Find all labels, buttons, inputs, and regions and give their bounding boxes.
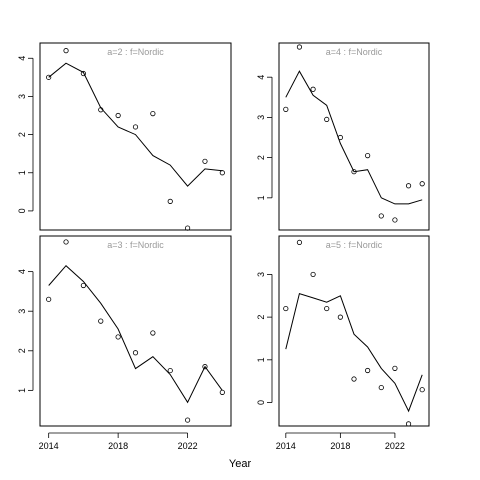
observed-point: [365, 367, 371, 374]
y-tick-label: 3: [17, 94, 27, 99]
y-tick-label: 2: [17, 132, 27, 137]
y-tick-label: 1: [17, 388, 27, 393]
y-tick-label: 2: [256, 315, 266, 320]
observed-point: [184, 225, 191, 231]
observed-point: [150, 111, 156, 117]
observed-point: [115, 112, 121, 119]
x-tick-label: 2022: [178, 441, 198, 451]
fitted-line: [48, 264, 223, 404]
y-tick-label: 0: [256, 400, 266, 405]
panel-frame: [39, 235, 232, 427]
observed-point: [405, 183, 412, 189]
observed-point: [296, 44, 303, 50]
observed-point: [80, 282, 87, 289]
panel-frame: [278, 42, 430, 231]
y-tick-label: 3: [17, 309, 27, 314]
observed-point: [337, 314, 343, 320]
panel-title: a=2 : f=Nordic: [107, 47, 164, 57]
observed-point: [337, 134, 343, 141]
y-tick-label: 4: [17, 269, 27, 274]
observed-point: [167, 198, 173, 204]
x-tick-label: 2014: [276, 441, 296, 451]
panel-1: a=2 : f=Nordic 0 1 2 3 4: [17, 42, 232, 231]
y-tick-label: 2: [256, 155, 266, 160]
panel-frame: [39, 42, 232, 231]
observed-point: [283, 106, 289, 112]
observed-point: [46, 74, 52, 80]
observed-point: [63, 48, 69, 54]
observed-point: [219, 389, 225, 395]
observed-point: [378, 213, 384, 219]
observed-point: [419, 387, 425, 393]
observed-point: [365, 153, 371, 159]
observed-point: [378, 384, 384, 391]
x-axis-label: Year: [229, 458, 252, 470]
x-tick-label: 2022: [385, 441, 405, 451]
observed-point: [184, 417, 191, 423]
panel-4: a=5 : f=Nordic 0 1 2 3 2014 2018 2022: [256, 235, 430, 451]
observed-point: [392, 365, 398, 371]
observed-point: [310, 86, 316, 92]
observed-point: [132, 124, 139, 130]
observed-point: [283, 305, 289, 312]
panel-title: a=3 : f=Nordic: [107, 240, 164, 250]
observed-point: [324, 305, 330, 312]
observed-point: [219, 170, 225, 176]
observed-point: [419, 181, 425, 187]
observed-point: [46, 296, 52, 302]
panel-3: a=3 : f=Nordic 1 2 3 4 2014 2018 2022: [17, 235, 232, 451]
observed-point: [98, 107, 104, 113]
observed-point: [132, 350, 139, 356]
observed-point: [98, 318, 104, 324]
observed-point: [351, 169, 357, 175]
observed-point: [310, 271, 316, 278]
observed-point: [202, 364, 208, 370]
panel-title: a=4 : f=Nordic: [326, 47, 383, 57]
y-tick-label: 1: [17, 170, 27, 175]
y-tick-label: 0: [17, 208, 27, 213]
y-tick-label: 3: [256, 272, 266, 277]
panel-frame: [278, 235, 430, 427]
y-tick-label: 4: [17, 56, 27, 61]
observed-point: [324, 116, 330, 123]
observed-point: [167, 367, 173, 374]
observed-point: [405, 421, 412, 427]
observed-point: [150, 330, 156, 336]
y-tick-label: 1: [256, 357, 266, 362]
x-tick-label: 2018: [108, 441, 128, 451]
y-tick-label: 4: [256, 75, 266, 80]
y-tick-label: 2: [17, 348, 27, 353]
observed-point: [351, 376, 357, 382]
observed-point: [202, 158, 208, 164]
x-tick-label: 2014: [39, 441, 59, 451]
panel-title: a=5 : f=Nordic: [326, 240, 383, 250]
observed-point: [63, 239, 69, 245]
fitted-line: [285, 292, 423, 413]
observed-point: [80, 70, 87, 77]
observed-point: [115, 334, 121, 340]
x-tick-label: 2018: [330, 441, 350, 451]
fitted-line: [285, 70, 423, 205]
observed-point: [296, 239, 303, 246]
observed-point: [392, 217, 398, 223]
panel-2: a=4 : f=Nordic 1 2 3 4: [256, 42, 430, 231]
y-tick-label: 1: [256, 195, 266, 200]
fitted-line: [48, 62, 223, 187]
y-tick-label: 3: [256, 115, 266, 120]
